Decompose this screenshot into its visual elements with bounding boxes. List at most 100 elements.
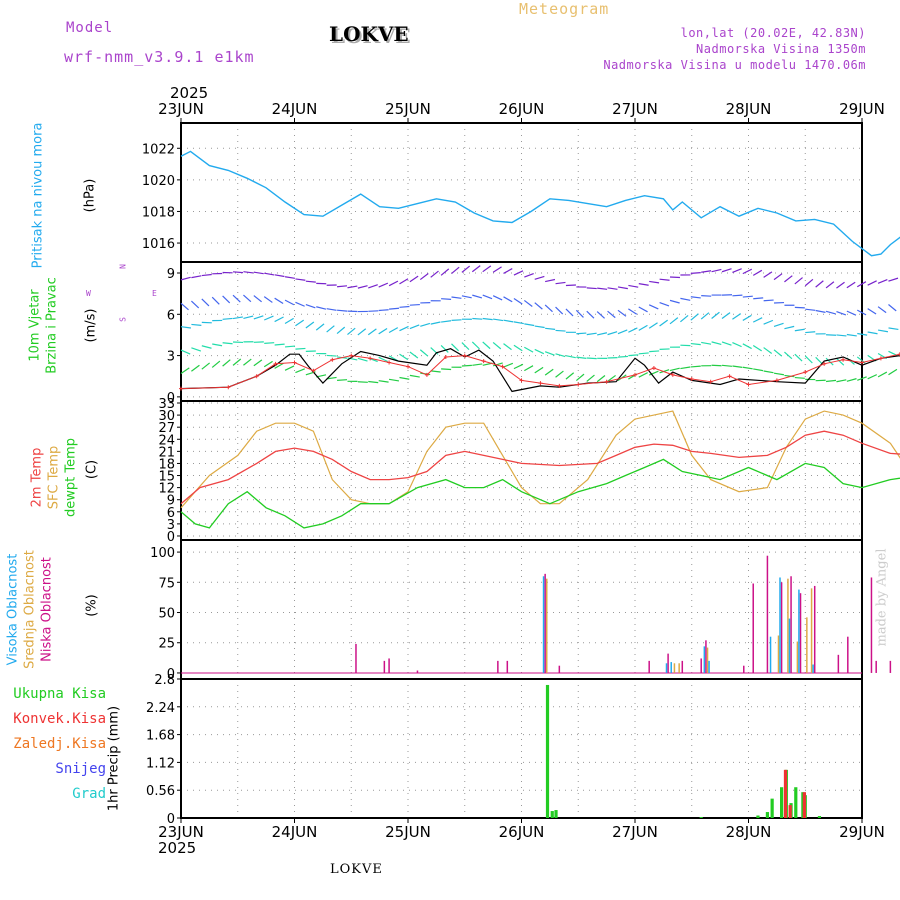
wind-arrow xyxy=(201,362,211,370)
wind-arrow xyxy=(805,308,816,311)
wind-arrow xyxy=(753,297,764,300)
model-name: wrf-nmm_v3.9.1 e1km xyxy=(64,48,255,66)
wind-arrow xyxy=(534,366,544,374)
wind-arrow xyxy=(690,342,701,346)
wind-arrow xyxy=(856,281,867,288)
wind-arrow xyxy=(742,268,753,275)
precip-bar xyxy=(783,769,788,818)
x-tick-label-top: 23JUN xyxy=(158,100,204,118)
wind-arrow xyxy=(461,364,472,367)
wind-arrow xyxy=(503,296,513,303)
page-title: LOKVE xyxy=(329,22,409,46)
x-tick-label-bottom: 29JUN xyxy=(839,823,885,841)
wind-arrow xyxy=(378,380,389,383)
precip-legend-hail: Grad xyxy=(72,786,106,802)
gust-marker xyxy=(349,353,354,358)
wind-arrow xyxy=(815,309,826,313)
wind-arrow xyxy=(524,323,535,327)
wind-arrow xyxy=(732,365,743,368)
wind-arrow xyxy=(503,268,513,274)
wind-arrow xyxy=(628,354,639,357)
wind-arrow xyxy=(545,278,556,283)
y-tick-label: 1020 xyxy=(142,174,175,189)
wind-speed-line xyxy=(180,348,900,393)
wind-arrow xyxy=(596,311,605,319)
x-tick-label-top: 27JUN xyxy=(612,100,658,118)
wind-arrow xyxy=(732,294,743,297)
wind-arrow xyxy=(648,304,659,310)
gust-marker xyxy=(481,359,486,364)
wind-arrow xyxy=(804,355,813,364)
wind-arrow xyxy=(399,353,409,361)
wind-arrow xyxy=(357,328,367,336)
wind-arrow xyxy=(565,355,576,359)
wind-arrow xyxy=(378,309,389,312)
wind-arrow xyxy=(669,276,681,279)
wind-arrow xyxy=(253,315,264,320)
y-tick-label: 2.24 xyxy=(146,701,175,716)
wind-arrow xyxy=(222,317,233,320)
wind-arrow xyxy=(773,322,784,327)
wind-arrow xyxy=(607,310,616,319)
wind-arrow xyxy=(836,281,845,289)
wind-arrow xyxy=(337,379,348,381)
wind-arrow xyxy=(492,362,503,367)
wind-arrow xyxy=(243,358,252,366)
wind-arrow xyxy=(263,315,274,321)
wind-arrow xyxy=(295,368,305,374)
gust-marker xyxy=(273,361,278,366)
wind-arrow xyxy=(575,309,584,318)
meteogram-label: Meteogram xyxy=(519,0,610,18)
y-tick-label: 1016 xyxy=(142,237,175,252)
y-tick-label: 1022 xyxy=(142,142,175,157)
precip-bar xyxy=(765,812,770,818)
wind-arrow xyxy=(482,317,493,321)
wind-arrow xyxy=(544,304,553,313)
wind-arrow xyxy=(545,327,556,330)
wind-arrow xyxy=(316,306,327,310)
compass-w: W xyxy=(86,289,91,298)
wind-arrow xyxy=(596,375,606,383)
y-tick-label: 25 xyxy=(158,637,175,652)
wind-arrow xyxy=(513,321,524,325)
wind-arrow xyxy=(523,299,533,308)
x-tick-label-bottom: 26JUN xyxy=(499,823,545,841)
wind-arrow xyxy=(513,297,523,305)
wind-arrow xyxy=(826,334,837,336)
y-tick-label: 0 xyxy=(167,812,175,827)
wind-arrow xyxy=(274,343,285,346)
wind-arrow xyxy=(888,304,897,312)
location-text: lon,lat (20.02E, 42.83N) xyxy=(680,26,866,40)
wind-arrow xyxy=(263,360,273,368)
wind-arrow xyxy=(201,345,212,349)
wind-arrow xyxy=(503,319,514,323)
x-tick-label-top: 24JUN xyxy=(272,100,318,118)
precip-bar xyxy=(545,684,550,818)
wind-arrow xyxy=(461,295,472,299)
x-tick-label-bottom: 24JUN xyxy=(272,823,318,841)
y-tick-label: 12 xyxy=(158,482,175,497)
wind-arrow xyxy=(857,332,868,336)
wind-arrow xyxy=(503,343,512,351)
wind-arrow xyxy=(638,283,649,286)
wind-arrow xyxy=(659,319,669,327)
gust-marker xyxy=(368,356,373,361)
gust-marker xyxy=(727,374,732,379)
wind-arrow xyxy=(492,266,502,273)
wind-arrow xyxy=(409,351,419,359)
wind-arrow xyxy=(846,281,856,289)
wind-arrow xyxy=(742,314,752,321)
year-bottom: 2025 xyxy=(158,839,197,857)
wind-arrow xyxy=(701,295,712,297)
wind-arrow xyxy=(586,310,595,319)
wind-arrow xyxy=(232,358,242,366)
wind-arrow xyxy=(628,327,638,333)
wind-arrow xyxy=(409,303,420,306)
wind-arrow xyxy=(232,271,244,274)
wind-arrow xyxy=(753,368,764,372)
wind-arrow xyxy=(472,317,483,320)
gust-marker xyxy=(254,374,259,379)
wind-arrow xyxy=(607,331,618,336)
wind-arrow xyxy=(493,318,504,322)
